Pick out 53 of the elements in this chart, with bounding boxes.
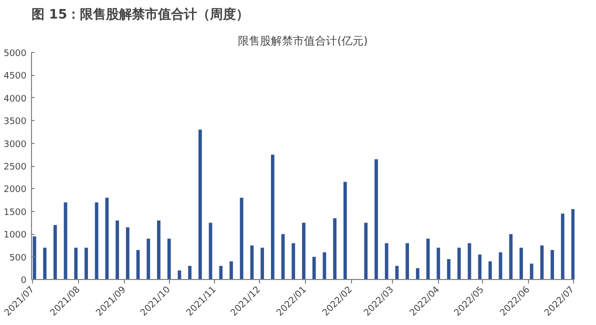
y-tick-label: 1000 — [4, 230, 27, 241]
bar — [406, 243, 410, 280]
bar — [560, 214, 564, 280]
y-tick-label: 3500 — [4, 117, 27, 128]
bar — [126, 227, 130, 280]
bar — [571, 209, 574, 280]
bar — [416, 268, 420, 280]
bar — [53, 225, 57, 280]
bar — [520, 248, 523, 280]
bar — [384, 243, 388, 280]
bar — [198, 130, 202, 280]
bar — [270, 154, 274, 280]
bar — [230, 261, 233, 280]
bar — [116, 220, 120, 280]
bar — [447, 259, 450, 280]
bar — [260, 248, 264, 280]
bar — [488, 261, 492, 280]
bar — [146, 238, 150, 280]
bar — [550, 250, 554, 280]
bar — [74, 248, 78, 280]
y-tick-label: 1500 — [4, 208, 27, 218]
bar — [219, 266, 223, 280]
bar — [167, 238, 171, 280]
bar — [157, 220, 160, 280]
bar — [94, 202, 98, 280]
bar — [302, 222, 306, 280]
y-tick-label: 2000 — [4, 185, 27, 196]
y-tick-label: 500 — [9, 253, 27, 264]
bar — [540, 245, 544, 280]
bar — [436, 248, 440, 280]
bar — [468, 243, 472, 280]
chart-subtitle: 限售股解禁市值合计(亿元) — [238, 34, 368, 48]
bar — [312, 256, 316, 280]
y-tick-label: 2500 — [4, 162, 27, 172]
bar — [478, 254, 482, 280]
bar — [374, 159, 378, 280]
bar — [84, 248, 88, 280]
bar — [240, 198, 244, 280]
y-tick-label: 0 — [20, 276, 27, 286]
y-tick-label: 5000 — [4, 49, 27, 59]
bar — [333, 218, 337, 280]
bar — [364, 222, 368, 280]
bar — [509, 234, 513, 280]
bar — [292, 243, 296, 280]
bar — [343, 182, 347, 280]
y-tick-label: 4500 — [4, 72, 27, 82]
y-tick-label: 3000 — [4, 140, 27, 150]
bar — [43, 248, 47, 280]
bar — [457, 248, 461, 280]
bar — [188, 266, 192, 280]
y-tick-label: 4000 — [4, 94, 27, 104]
chart-title: 图 15：限售股解禁市值合计（周度） — [32, 6, 250, 22]
bar — [530, 264, 534, 280]
